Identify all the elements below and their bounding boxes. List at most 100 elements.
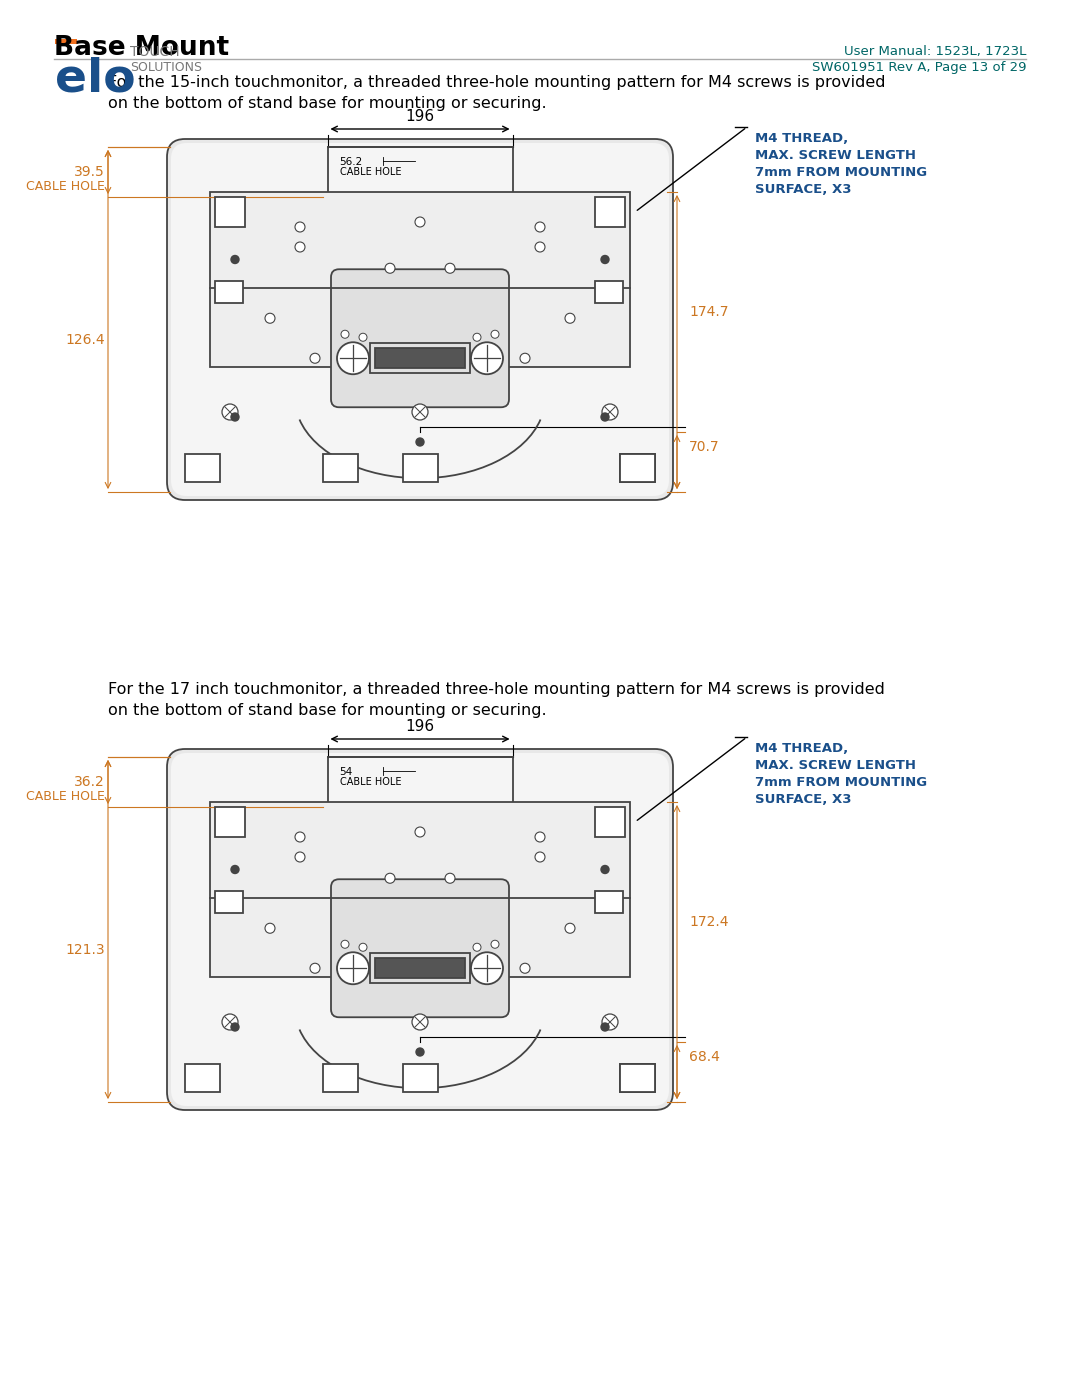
Circle shape [535, 833, 545, 842]
Circle shape [491, 940, 499, 949]
Text: 174.7: 174.7 [689, 305, 729, 319]
Text: 36.2: 36.2 [75, 775, 105, 789]
Circle shape [231, 866, 239, 873]
Circle shape [416, 439, 424, 446]
Circle shape [384, 263, 395, 274]
Circle shape [600, 256, 609, 264]
Text: CABLE HOLE: CABLE HOLE [26, 789, 105, 802]
Bar [403, 454, 437, 482]
Circle shape [491, 330, 499, 338]
Circle shape [445, 263, 455, 274]
Bar [595, 197, 625, 226]
Bar [370, 953, 470, 983]
Circle shape [222, 1014, 238, 1030]
Circle shape [359, 334, 367, 341]
Bar [185, 454, 220, 482]
Circle shape [600, 414, 609, 420]
Bar [595, 281, 623, 303]
Circle shape [519, 964, 530, 974]
Text: 196: 196 [405, 109, 434, 124]
Bar [595, 807, 625, 837]
Circle shape [602, 404, 618, 420]
Text: CABLE HOLE: CABLE HOLE [339, 168, 401, 177]
Bar [620, 1065, 654, 1092]
Text: 121.3: 121.3 [66, 943, 105, 957]
Text: 196: 196 [405, 719, 434, 733]
Bar [215, 891, 243, 914]
Circle shape [565, 923, 575, 933]
Text: 68.4: 68.4 [689, 1051, 720, 1065]
Text: 70.7: 70.7 [689, 440, 719, 454]
Circle shape [295, 852, 305, 862]
Circle shape [473, 943, 481, 951]
Text: 126.4: 126.4 [66, 332, 105, 346]
FancyBboxPatch shape [171, 753, 669, 1106]
Text: 56.2: 56.2 [339, 156, 363, 168]
Circle shape [337, 953, 369, 985]
Circle shape [473, 334, 481, 341]
Circle shape [231, 414, 239, 420]
Bar [375, 348, 465, 369]
Circle shape [600, 1023, 609, 1031]
Circle shape [519, 353, 530, 363]
Circle shape [535, 222, 545, 232]
Text: M4 THREAD,
MAX. SCREW LENGTH
7mm FROM MOUNTING
SURFACE, X3: M4 THREAD, MAX. SCREW LENGTH 7mm FROM MO… [755, 131, 927, 196]
Text: For the 15-inch touchmonitor, a threaded three-hole mounting pattern for M4 scre: For the 15-inch touchmonitor, a threaded… [108, 75, 886, 110]
Bar [215, 197, 245, 226]
Bar [55, 39, 77, 43]
Bar [403, 1065, 437, 1092]
Text: User Manual: 1523L, 1723L: User Manual: 1523L, 1723L [843, 45, 1026, 59]
Circle shape [565, 313, 575, 323]
Bar [210, 802, 630, 977]
Circle shape [265, 313, 275, 323]
Bar [215, 281, 243, 303]
Text: elo: elo [55, 57, 136, 102]
Bar [620, 454, 654, 482]
Text: M4 THREAD,
MAX. SCREW LENGTH
7mm FROM MOUNTING
SURFACE, X3: M4 THREAD, MAX. SCREW LENGTH 7mm FROM MO… [755, 742, 927, 806]
Bar [620, 454, 654, 482]
Bar [595, 891, 623, 914]
Circle shape [600, 866, 609, 873]
Text: SW601951 Rev A, Page 13 of 29: SW601951 Rev A, Page 13 of 29 [811, 61, 1026, 74]
Circle shape [310, 353, 320, 363]
Circle shape [310, 964, 320, 974]
Bar [327, 147, 513, 197]
FancyBboxPatch shape [167, 749, 673, 1111]
Text: SOLUTIONS: SOLUTIONS [130, 61, 202, 74]
Bar [370, 344, 470, 373]
Circle shape [471, 953, 503, 985]
Text: For the 17 inch touchmonitor, a threaded three-hole mounting pattern for M4 scre: For the 17 inch touchmonitor, a threaded… [108, 682, 885, 718]
Circle shape [411, 1014, 428, 1030]
FancyBboxPatch shape [330, 270, 509, 408]
Circle shape [341, 330, 349, 338]
FancyBboxPatch shape [330, 879, 509, 1017]
Text: 172.4: 172.4 [689, 915, 729, 929]
Circle shape [471, 342, 503, 374]
Bar [323, 454, 357, 482]
FancyBboxPatch shape [167, 138, 673, 500]
Circle shape [535, 852, 545, 862]
Circle shape [445, 873, 455, 883]
Circle shape [295, 833, 305, 842]
Circle shape [535, 242, 545, 251]
Circle shape [265, 923, 275, 933]
Circle shape [337, 342, 369, 374]
Bar [375, 958, 465, 978]
Bar [210, 191, 630, 367]
Circle shape [411, 404, 428, 420]
Circle shape [231, 256, 239, 264]
Text: CABLE HOLE: CABLE HOLE [339, 777, 401, 787]
Circle shape [231, 1023, 239, 1031]
Text: CABLE HOLE: CABLE HOLE [26, 179, 105, 193]
Circle shape [415, 827, 426, 837]
Circle shape [415, 217, 426, 226]
Circle shape [416, 1048, 424, 1056]
Text: Base Mount: Base Mount [54, 35, 229, 61]
Circle shape [295, 222, 305, 232]
Text: TOUCH: TOUCH [130, 45, 179, 59]
Circle shape [359, 943, 367, 951]
Text: 54: 54 [339, 767, 353, 777]
Circle shape [384, 873, 395, 883]
Circle shape [341, 940, 349, 949]
Bar [323, 1065, 357, 1092]
